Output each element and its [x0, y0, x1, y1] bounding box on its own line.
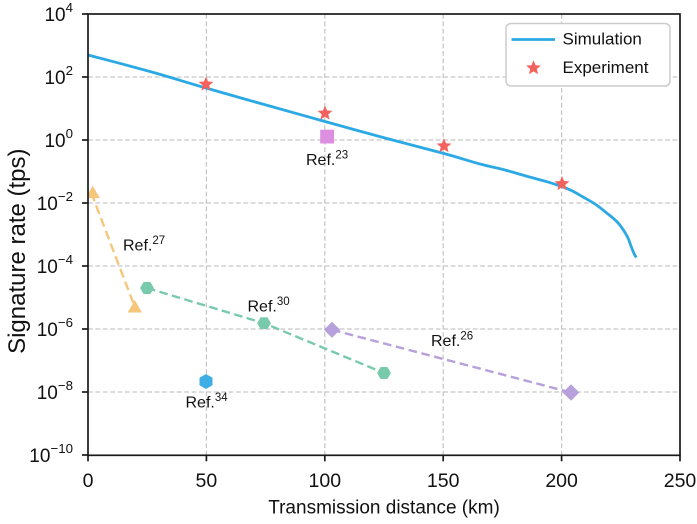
svg-text:0: 0	[83, 470, 94, 492]
svg-text:100: 100	[309, 470, 342, 492]
svg-text:150: 150	[427, 470, 460, 492]
svg-text:Transmission distance (km): Transmission distance (km)	[268, 498, 500, 519]
svg-text:Signature rate (tps): Signature rate (tps)	[4, 148, 31, 353]
svg-text:100: 100	[44, 126, 73, 152]
svg-text:250: 250	[664, 470, 697, 492]
svg-text:10−2: 10−2	[37, 189, 73, 215]
svg-text:Simulation: Simulation	[563, 30, 642, 49]
svg-text:50: 50	[196, 470, 218, 492]
svg-text:10−4: 10−4	[37, 252, 73, 278]
svg-text:200: 200	[545, 470, 578, 492]
svg-text:Experiment: Experiment	[563, 58, 649, 77]
